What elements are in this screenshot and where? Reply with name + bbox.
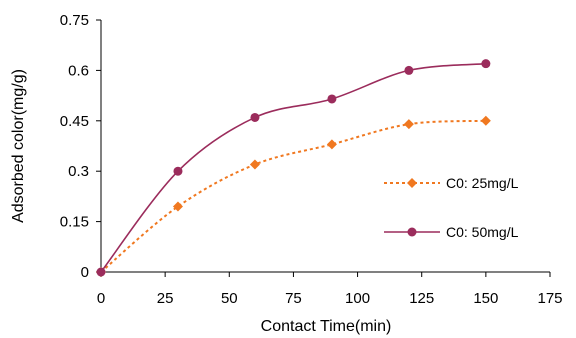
- x-tick-label: 100: [345, 290, 370, 307]
- legend-label-1: C0: 25mg/L: [446, 175, 519, 191]
- y-tick-label: 0: [81, 264, 89, 281]
- x-tick-label: 0: [97, 290, 105, 307]
- series-1-marker: [480, 115, 491, 126]
- y-tick-label: 0.3: [68, 163, 89, 180]
- x-tick-label: 75: [285, 290, 302, 307]
- legend-label-2: C0: 50mg/L: [446, 224, 519, 240]
- y-tick-label: 0.15: [60, 214, 89, 231]
- y-axis-label: Adsorbed color(mg/g): [10, 69, 27, 223]
- y-tick-label: 0.75: [60, 12, 89, 29]
- series-1-marker: [326, 139, 337, 150]
- legend: C0: 25mg/L C0: 50mg/L: [384, 175, 519, 240]
- series-2-marker: [327, 94, 337, 104]
- series-2-marker: [404, 65, 414, 75]
- series-line-1: [100, 119, 486, 273]
- legend-marker-2: [407, 227, 417, 237]
- axes: [96, 19, 551, 277]
- tick-labels: 0 0.15 0.3 0.45 0.6 0.75 0 25 50 75 100 125 150 175: [60, 12, 563, 307]
- series-1-marker: [403, 119, 414, 130]
- plot-area: [96, 59, 491, 277]
- x-tick-label: 125: [409, 290, 434, 307]
- y-tick-label: 0.45: [60, 113, 89, 130]
- series-2-marker: [250, 112, 260, 122]
- x-tick-label: 50: [221, 290, 238, 307]
- x-axis-label: Contact Time(min): [261, 318, 392, 335]
- series-2-marker: [481, 59, 491, 69]
- legend-marker-1: [407, 178, 417, 188]
- series-2-marker: [173, 166, 183, 176]
- y-tick-label: 0.6: [68, 62, 89, 79]
- series-1-marker: [249, 159, 260, 170]
- x-tick-label: 150: [473, 290, 498, 307]
- series-2-marker: [96, 267, 106, 277]
- series-1-marker: [172, 201, 183, 212]
- x-tick-label: 175: [537, 290, 562, 307]
- x-tick-label: 25: [157, 290, 174, 307]
- series-line-2: [100, 62, 486, 273]
